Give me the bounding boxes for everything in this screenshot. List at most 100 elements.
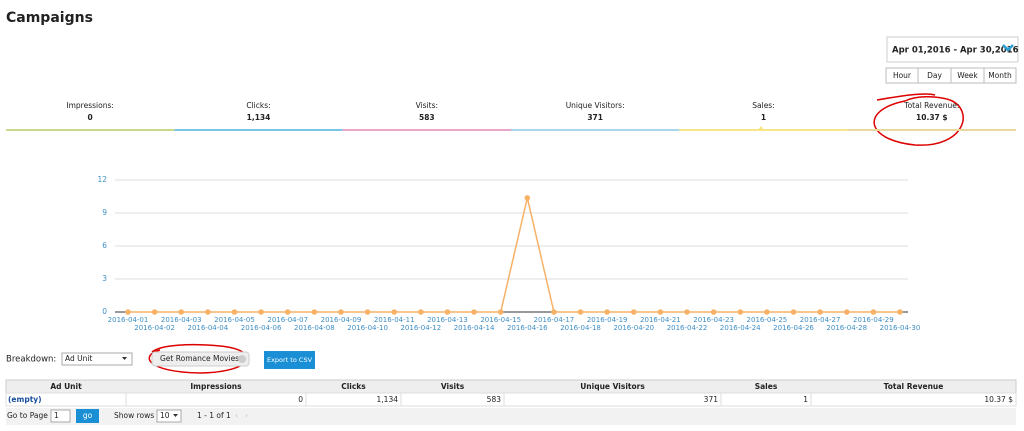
y-tick-label: 0 — [102, 307, 107, 316]
x-tick-label: 2016-04-17 — [534, 316, 575, 324]
metric-value: 1,134 — [247, 113, 271, 122]
go-label: go — [83, 411, 93, 420]
granularity-label: Week — [957, 71, 978, 80]
metric-value: 1 — [761, 113, 766, 122]
point — [391, 309, 398, 315]
x-tick-label: 2016-04-21 — [640, 316, 681, 324]
table-header — [5, 379, 1017, 394]
point — [151, 309, 158, 315]
next-page[interactable]: › — [245, 411, 248, 420]
breakdown-select-value: Ad Unit — [65, 354, 92, 363]
go-to-label: Go to Page : — [7, 411, 53, 420]
x-tick-label: 2016-04-23 — [693, 316, 734, 324]
x-tick-label: 2016-04-13 — [427, 316, 468, 324]
x-tick-label: 2016-04-11 — [374, 316, 415, 324]
annotation-circle — [873, 93, 964, 146]
point — [790, 309, 797, 315]
column-header: Visits — [441, 382, 465, 391]
point — [418, 309, 424, 315]
point — [817, 309, 823, 315]
rows-value: 10 — [160, 411, 170, 420]
column-header: Sales — [755, 382, 778, 391]
point — [258, 309, 264, 315]
x-tick-label: 2016-04-25 — [747, 316, 788, 324]
x-tick-label: 2016-04-28 — [826, 324, 867, 332]
go-button[interactable] — [76, 409, 99, 423]
metric-underline — [6, 129, 175, 131]
point — [737, 309, 744, 315]
filter-remove[interactable] — [238, 355, 246, 363]
y-tick-label: 6 — [102, 241, 107, 250]
x-tick-label: 2016-04-06 — [241, 324, 282, 332]
x-tick-label: 2016-04-15 — [480, 316, 521, 324]
cell: 583 — [487, 395, 502, 404]
page-title: Campaigns — [6, 10, 93, 26]
x-tick-label: 2016-04-10 — [347, 324, 388, 332]
breakdown-select[interactable] — [61, 352, 133, 366]
point — [338, 309, 344, 315]
point — [231, 309, 238, 315]
page-value: 1 — [54, 411, 59, 420]
metric-label: Visits: — [416, 101, 438, 110]
x-tick-label: 2016-04-08 — [294, 324, 335, 332]
metric-label: Impressions: — [66, 101, 114, 110]
point — [764, 309, 770, 315]
x-tick-label: 2016-04-27 — [800, 316, 841, 324]
metric-value: 583 — [419, 113, 435, 122]
column-header: Clicks — [341, 382, 366, 391]
column-header: Impressions — [190, 382, 242, 391]
metric-value: 10.37 $ — [916, 113, 948, 122]
page-range: 1 - 1 of 1 — [197, 411, 231, 420]
line — [128, 197, 900, 313]
x-tick-label: 2016-04-02 — [134, 324, 175, 332]
x-tick-label: 2016-04-03 — [161, 316, 202, 324]
metric-label: Unique Visitors: — [566, 101, 625, 110]
point — [125, 309, 131, 315]
row-link[interactable]: (empty) — [8, 395, 42, 404]
x-tick-label: 2016-04-26 — [773, 324, 814, 332]
filter-pill[interactable] — [151, 351, 250, 367]
metric-value: 0 — [88, 113, 93, 122]
point — [444, 309, 451, 315]
y-tick-label: 9 — [102, 208, 107, 217]
point — [284, 309, 291, 315]
point — [524, 195, 531, 201]
point — [604, 309, 610, 315]
export-button[interactable] — [264, 351, 315, 369]
x-tick-label: 2016-04-09 — [321, 316, 362, 324]
cell: 0 — [298, 395, 303, 404]
dropdown-chevron — [1002, 44, 1014, 52]
page-input[interactable] — [50, 409, 71, 423]
table-row — [5, 392, 1017, 407]
point — [551, 309, 557, 315]
cell: 1,134 — [377, 395, 399, 404]
date-range: Apr 01,2016 - Apr 30,2016 — [892, 46, 1019, 56]
x-tick-label: 2016-04-01 — [108, 316, 149, 324]
prev-page[interactable]: ‹ — [235, 411, 238, 420]
granularity-label: Day — [927, 71, 942, 80]
point — [870, 309, 877, 315]
rows-select[interactable] — [156, 409, 182, 423]
point — [710, 309, 717, 315]
x-tick-label: 2016-04-12 — [400, 324, 441, 332]
x-tick-label: 2016-04-30 — [880, 324, 921, 332]
granularity-label: Hour — [893, 71, 912, 80]
granularity-button[interactable] — [983, 67, 1017, 84]
y-tick-label: 3 — [102, 274, 107, 283]
export-label: Export to CSV — [267, 356, 313, 364]
cell: 10.37 $ — [984, 395, 1013, 404]
point — [178, 309, 185, 315]
rows-label: Show rows : — [114, 411, 159, 420]
point — [630, 309, 637, 315]
date-picker[interactable] — [886, 36, 1019, 63]
x-tick-label: 2016-04-18 — [560, 324, 601, 332]
cell: 371 — [704, 395, 719, 404]
metric-underline — [511, 129, 680, 131]
x-tick-label: 2016-04-07 — [267, 316, 308, 324]
x-tick-label: 2016-04-19 — [587, 316, 628, 324]
x-tick-label: 2016-04-16 — [507, 324, 548, 332]
metric-underline — [847, 129, 1016, 131]
point — [471, 309, 477, 315]
point — [497, 309, 504, 315]
